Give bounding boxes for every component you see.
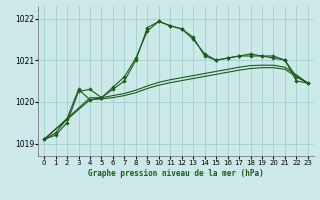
X-axis label: Graphe pression niveau de la mer (hPa): Graphe pression niveau de la mer (hPa) (88, 169, 264, 178)
